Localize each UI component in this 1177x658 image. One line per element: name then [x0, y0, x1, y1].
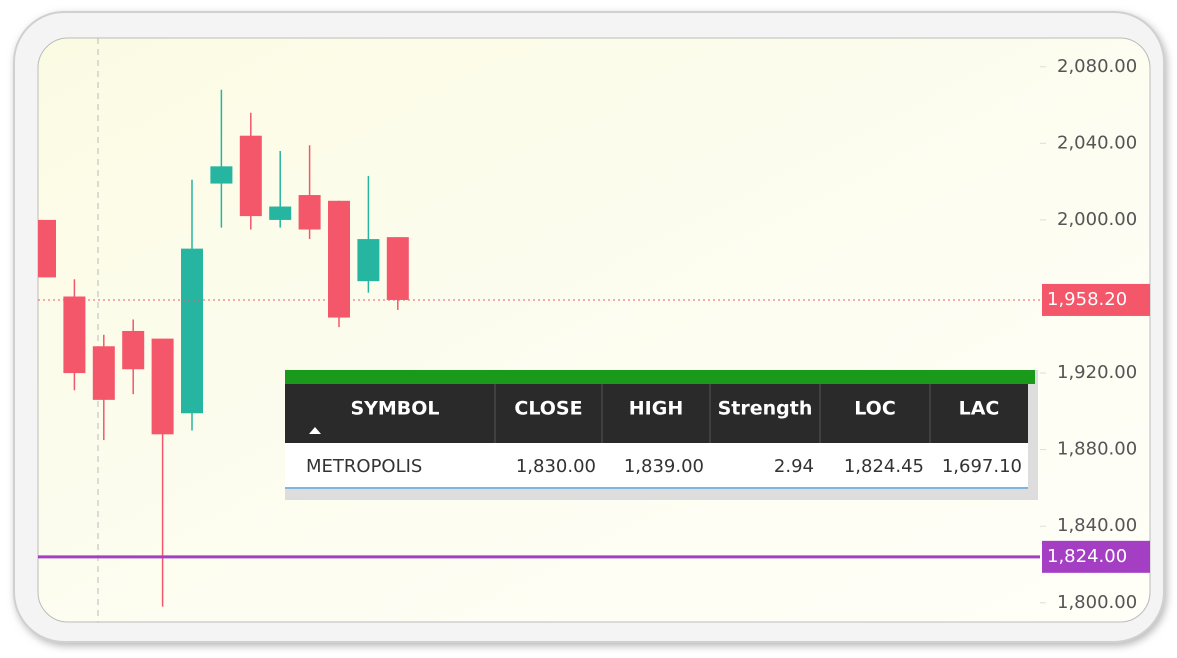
- table-row-bg: [285, 443, 1028, 488]
- table-header: [285, 384, 1028, 443]
- column-header: LAC: [959, 398, 1000, 420]
- plot: 2,080.00 2,040.00 2,000.00 1,920.00 1,880.00…: [38, 38, 1150, 622]
- column-header: HIGH: [629, 398, 683, 420]
- candle-body: [38, 219, 56, 278]
- table-cell: 2.94: [774, 456, 814, 477]
- table-cell: 1,830.00: [516, 456, 596, 477]
- support-label: 1,824.00: [1047, 546, 1127, 567]
- column-header: Strength: [718, 398, 813, 420]
- table-top-bar: [285, 370, 1035, 384]
- candle-body: [298, 195, 321, 230]
- column-header: SYMBOL: [350, 398, 439, 420]
- column-header: CLOSE: [514, 398, 582, 420]
- candle-body: [122, 330, 145, 370]
- y-tick-label: 2,000.00: [1057, 209, 1137, 230]
- chart-area: [37, 37, 1151, 623]
- data-table: SYMBOL CLOSE HIGH Strength LOC LAC METROPOLIS 1…: [285, 370, 1038, 500]
- y-tick-label: 1,920.00: [1057, 362, 1137, 383]
- price-badge: [1042, 283, 1150, 316]
- candle-body: [386, 237, 409, 300]
- support-badge: [1042, 540, 1150, 573]
- candle-body: [269, 206, 292, 220]
- y-tick-label: 2,040.00: [1057, 132, 1137, 153]
- y-tick-label: 1,880.00: [1057, 439, 1137, 460]
- candle-body: [328, 200, 350, 318]
- candle-body: [151, 338, 174, 435]
- candle-body: [181, 248, 203, 414]
- table-cell: 1,697.10: [942, 456, 1022, 477]
- candle-body: [63, 296, 86, 374]
- price-label: 1,958.20: [1047, 289, 1127, 310]
- column-header: LOC: [854, 398, 896, 420]
- sort-arrow: [309, 427, 321, 434]
- candle-body: [92, 346, 115, 400]
- y-tick-label: 1,800.00: [1057, 592, 1137, 613]
- table-cell: 1,824.45: [844, 456, 924, 477]
- table-cell: 1,839.00: [624, 456, 704, 477]
- candle-body: [210, 166, 233, 184]
- y-tick-label: 2,080.00: [1057, 56, 1137, 77]
- candle-body: [357, 239, 380, 282]
- candle-body: [239, 135, 262, 217]
- y-tick-label: 1,840.00: [1057, 515, 1137, 536]
- table-cell: METROPOLIS: [306, 456, 422, 477]
